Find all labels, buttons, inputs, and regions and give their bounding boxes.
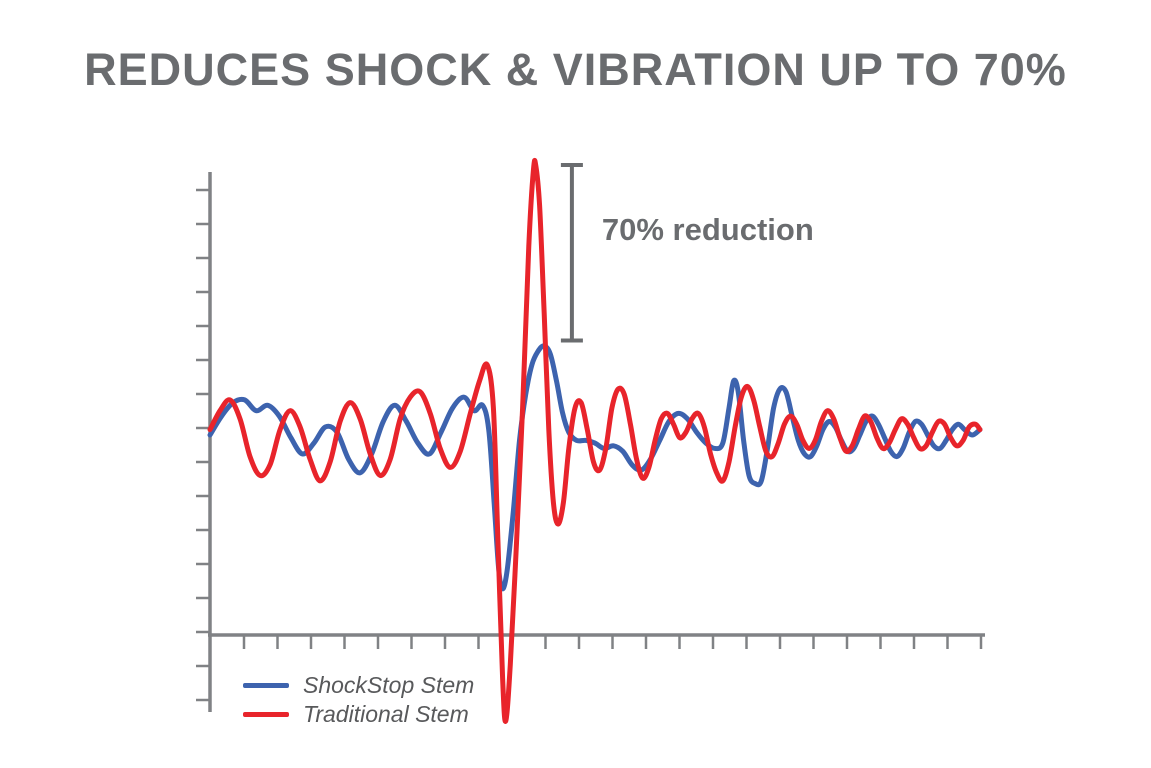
legend-swatch-shockstop-stem [243,683,289,688]
legend-item-traditional-stem: Traditional Stem [243,700,474,729]
series-line-traditional-stem [207,157,983,724]
chart-legend: ShockStop Stem Traditional Stem [243,671,474,729]
legend-label-traditional-stem: Traditional Stem [303,701,469,727]
legend-swatch-traditional-stem [243,712,289,717]
legend-label-shockstop-stem: ShockStop Stem [303,672,475,698]
series-line-shockstop-stem [207,343,983,592]
legend-item-shockstop-stem: ShockStop Stem [243,671,474,700]
page-title: REDUCES SHOCK & VIBRATION UP TO 70% [84,44,1067,95]
reduction-annotation-label: 70% reduction [601,212,814,247]
